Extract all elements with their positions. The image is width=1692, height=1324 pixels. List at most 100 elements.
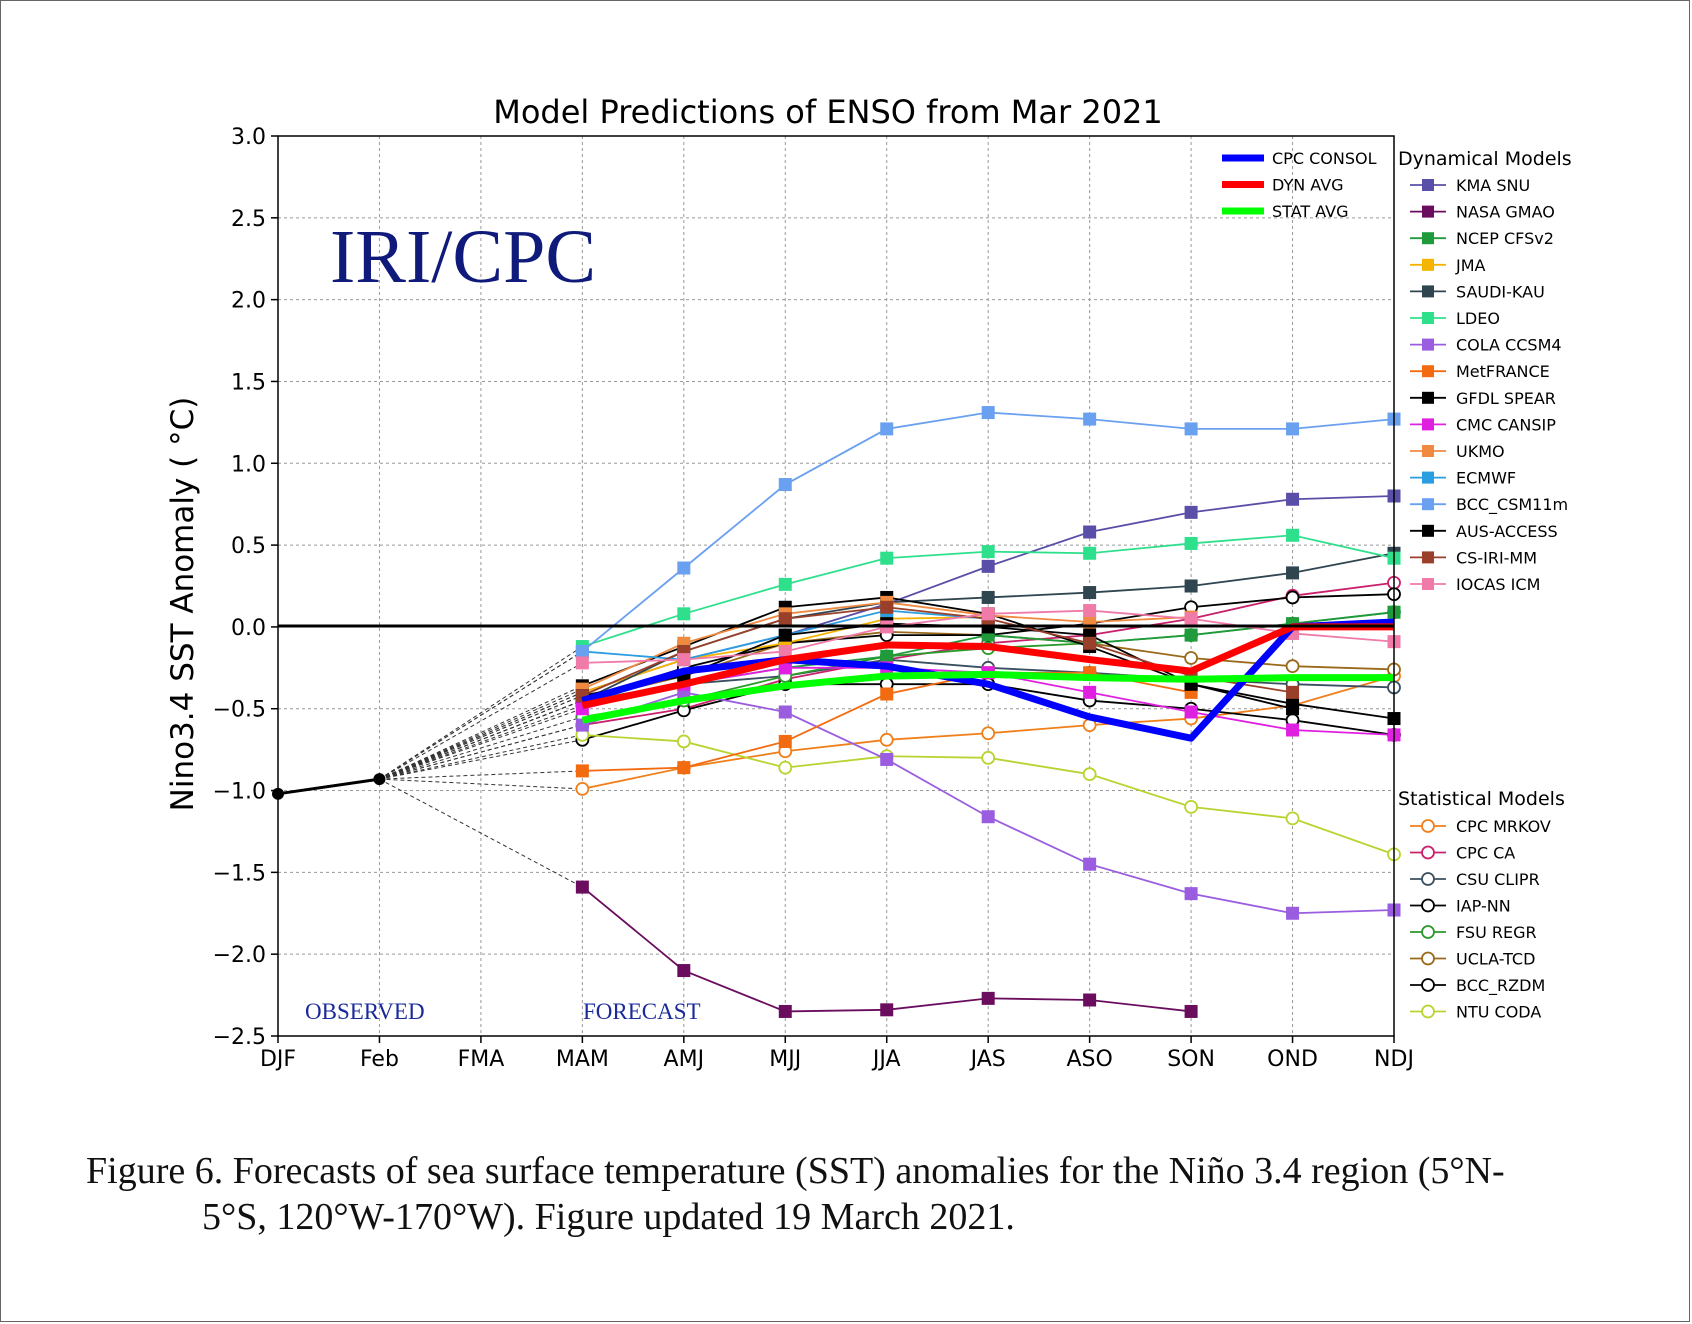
data-point (981, 726, 996, 741)
data-point (1285, 590, 1300, 605)
legend-swatch-marker (1422, 418, 1434, 431)
data-point (778, 612, 792, 626)
observation-connector (379, 770, 583, 780)
data-point (1184, 651, 1198, 665)
observation-connector (379, 688, 583, 780)
legend-label: NCEP CFSv2 (1456, 229, 1554, 248)
y-tick-label: 1.0 (231, 452, 266, 477)
data-point (677, 653, 691, 667)
data-point (778, 1004, 792, 1018)
legend-swatch-marker (1422, 285, 1434, 298)
data-point (677, 964, 691, 978)
data-point (1286, 906, 1300, 920)
y-tick-label: 2.5 (231, 207, 266, 232)
axis-ticks: DJF Feb FMA MAM AMJ MJJ JJA JAS ASO SON OND NDJ 3.0 2… (213, 125, 1414, 1072)
data-point (1083, 412, 1097, 426)
data-point (981, 991, 995, 1005)
y-tick-label: −2.0 (213, 943, 266, 968)
legend-swatch-marker (1422, 179, 1434, 191)
legend-label: CSU CLIPR (1456, 870, 1540, 889)
data-point (1184, 422, 1198, 436)
legend-label: CS-IRI-MM (1456, 548, 1537, 567)
legend-label: GFDL SPEAR (1456, 389, 1556, 408)
x-tick-label: SON (1167, 1047, 1215, 1072)
plot-frame (277, 135, 1395, 1037)
legend-label: KMA SNU (1456, 176, 1530, 195)
legend-label: FSU REGR (1456, 923, 1537, 942)
legend-swatch-marker (1421, 872, 1435, 886)
legend-label: JMA (1455, 256, 1486, 275)
data-point (880, 649, 894, 663)
series-bcc-csm11m (575, 406, 1401, 658)
data-point (676, 734, 691, 749)
data-point (1286, 422, 1300, 436)
legend-swatch-marker (1422, 205, 1434, 218)
data-point (1083, 546, 1097, 560)
legend-label: ECMWF (1456, 469, 1516, 488)
watermark-text: IRI/CPC (330, 215, 596, 299)
observation-connector (379, 716, 583, 780)
legend-label: DYN AVG (1272, 176, 1344, 195)
series-nasa-gmao (575, 880, 1198, 1018)
data-point (677, 607, 691, 621)
y-tick-label: −0.5 (213, 698, 266, 723)
legend-swatch-marker (1422, 445, 1434, 457)
data-point (1083, 586, 1097, 600)
legend-swatch-marker (1422, 471, 1434, 484)
data-point (1184, 579, 1198, 593)
data-point (981, 590, 995, 604)
data-point (778, 760, 793, 775)
y-tick-label: −2.5 (213, 1025, 266, 1050)
data-point (1083, 857, 1097, 871)
data-point (778, 661, 792, 675)
data-point (1184, 705, 1198, 719)
legend-swatch-marker (1421, 951, 1435, 966)
data-point (880, 687, 894, 701)
x-tick-label: Feb (360, 1047, 399, 1072)
x-tick-label: ASO (1066, 1047, 1112, 1072)
average-line-stat-avg (581, 670, 1394, 724)
legend-label: COLA CCSM4 (1456, 336, 1562, 355)
data-point (1184, 628, 1198, 642)
observed-point (373, 773, 386, 786)
legend-label: BCC_CSM11m (1456, 495, 1568, 515)
legend-swatch-marker (1422, 524, 1434, 537)
data-point (1286, 492, 1300, 506)
data-point (677, 761, 691, 775)
y-axis-label: Nino3.4 SST Anomaly ( °C) (165, 397, 201, 812)
data-point (981, 406, 995, 420)
legend-swatch-marker (1422, 365, 1434, 378)
observation-connector (379, 651, 583, 780)
data-point (1184, 612, 1198, 626)
forecast-label: FORECAST (583, 999, 701, 1024)
data-point (778, 478, 792, 492)
caption-line-1: Figure 6. Forecasts of sea surface tempe… (86, 1150, 1505, 1192)
data-point (880, 422, 894, 436)
data-point (778, 705, 792, 719)
observation-connector (379, 778, 583, 888)
average-series (581, 618, 1395, 742)
legend-swatch-marker (1421, 1004, 1435, 1019)
legend-label: BCC_RZDM (1456, 976, 1545, 996)
legend-label: AUS-ACCESS (1456, 522, 1558, 541)
observed-label: OBSERVED (305, 999, 425, 1024)
x-tick-label: MAM (556, 1047, 609, 1072)
data-point (981, 559, 995, 573)
y-tick-label: 0.0 (231, 616, 266, 641)
data-point (575, 644, 589, 658)
data-point (1286, 566, 1300, 580)
legend-label: CPC MRKOV (1456, 817, 1551, 836)
x-tick-label: NDJ (1374, 1047, 1414, 1072)
y-tick-label: 3.0 (231, 125, 266, 150)
legend-label: NASA GMAO (1456, 203, 1555, 222)
average-line-dyn-avg (581, 623, 1394, 709)
data-point (778, 734, 792, 748)
legend-label: NTU CODA (1456, 1003, 1541, 1022)
observation-connectors (379, 646, 583, 888)
caption-line-2: 5°S, 120°W-170°W). Figure updated 19 Mar… (202, 1196, 1015, 1238)
data-point (1285, 811, 1300, 826)
data-point (1083, 525, 1097, 539)
data-point (880, 1003, 894, 1017)
legend-label: CMC CANSIP (1456, 415, 1556, 434)
